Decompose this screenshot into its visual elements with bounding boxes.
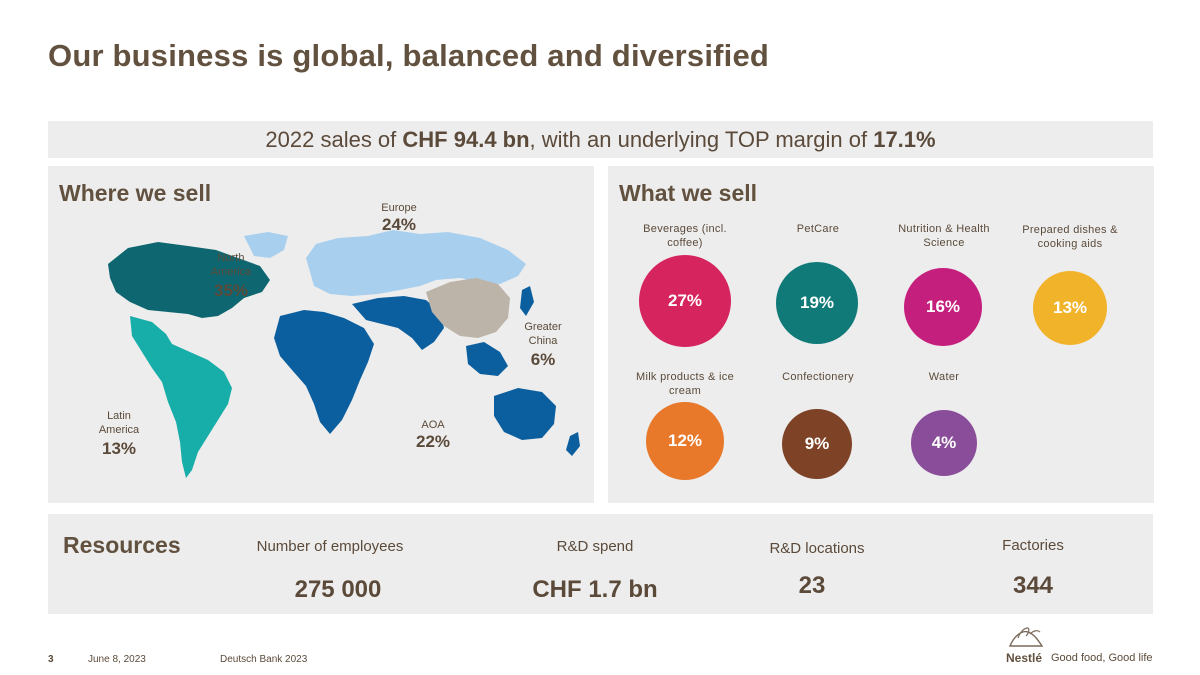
resources-heading: Resources [63,532,181,558]
where-heading: Where we sell [59,180,212,206]
category-bubble-petcare: 19% [776,262,858,344]
category-bubble-confectionery: 9% [782,409,852,479]
category-label-water: Water [928,371,960,383]
category-bubble-milk-products: 12% [646,402,724,480]
region-label-greater-china: Greater China [524,321,562,347]
world-map [108,230,580,478]
map-region-greenland [244,232,288,258]
region-pct-greater-china: 6% [530,350,556,369]
banner-prefix: 2022 sales of [265,126,397,152]
brand-tagline: Good food, Good life [1051,652,1153,664]
region-pct-north-america: 35% [213,281,249,300]
resource-label-rd-locations: R&D locations [769,540,865,557]
region-pct-latin-america: 13% [101,439,137,458]
resource-label-rd-spend: R&D spend [556,538,634,555]
map-region-new-zealand [566,432,580,456]
category-label-beverages: Beverages (incl. coffee) [643,223,727,249]
banner-margin: 17.1% [873,126,936,152]
category-bubble-beverages: 27% [639,255,731,347]
footer-event: Deutsch Bank 2023 [220,654,308,665]
category-label-petcare: PetCare [796,223,840,235]
footer-date: June 8, 2023 [88,654,146,665]
resource-value-rd-locations: 23 [798,572,826,599]
region-label-north-america: North America [210,252,252,278]
region-label-aoa: AOA [421,419,445,431]
category-label-nutrition: Nutrition & Health Science [898,223,990,249]
sales-banner: 2022 sales of CHF 94.4 bn, with an under… [48,121,1153,158]
page-number: 3 [48,654,54,665]
region-pct-europe: 24% [381,215,417,234]
category-label-milk-products: Milk products & ice cream [635,371,734,397]
region-label-europe: Europe [381,202,417,214]
resources-panel: Resources Number of employees 275 000 R&… [48,514,1153,614]
map-region-north-america [108,242,270,318]
category-label-prepared-dishes: Prepared dishes & cooking aids [1022,224,1118,250]
resource-value-employees: 275 000 [294,576,382,603]
where-we-sell-panel: Where we sell Europe 24% North America 3… [48,166,594,503]
banner-sales: CHF 94.4 bn [402,126,530,152]
region-pct-aoa: 22% [415,432,451,451]
what-heading: What we sell [619,180,758,206]
resource-value-factories: 344 [1012,572,1054,599]
map-region-greater-china [426,278,510,338]
resource-value-rd-spend: CHF 1.7 bn [532,576,658,603]
map-region-latin-america [130,316,232,478]
map-region-se-asia [466,342,508,376]
resource-label-employees: Number of employees [256,538,404,555]
map-region-asia [352,296,444,350]
map-region-africa [274,310,374,434]
resource-label-factories: Factories [1002,537,1064,554]
region-label-latin-america: Latin America [98,410,140,436]
category-bubble-prepared-dishes: 13% [1033,271,1107,345]
category-bubble-nutrition: 16% [904,268,982,346]
banner-middle: , with an underlying TOP margin of [529,126,868,152]
page-title: Our business is global, balanced and div… [48,38,770,73]
what-we-sell-panel: What we sell Beverages (incl. coffee) 27… [608,166,1154,503]
brand-name: Nestlé [1006,651,1043,665]
category-bubble-water: 4% [911,410,977,476]
nest-logo-icon [1008,627,1044,647]
category-label-confectionery: Confectionery [782,371,854,383]
map-region-japan [520,286,534,316]
map-region-oceania [494,388,556,440]
